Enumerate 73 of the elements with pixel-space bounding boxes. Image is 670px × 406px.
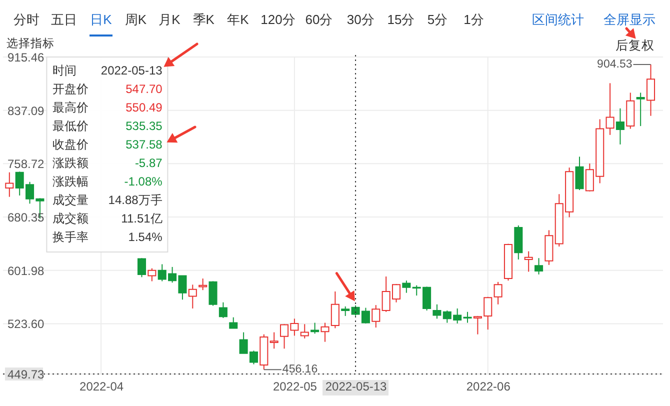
candlestick: [372, 304, 380, 328]
annotation: 60分: [305, 12, 333, 27]
annotation: 选择指标: [6, 37, 54, 50]
annotation: 涨跌幅: [52, 174, 89, 188]
candlestick: [646, 64, 656, 116]
candlestick: [270, 332, 278, 350]
annotation: 11.51亿: [121, 211, 162, 226]
candlestick: [524, 250, 533, 272]
annotation: 区间统计: [532, 12, 584, 27]
annotation: 周K: [124, 12, 147, 27]
candlestick: [402, 280, 411, 294]
annotation: 季K: [192, 12, 215, 27]
candlestick: [330, 290, 340, 329]
y-tick-label: 837.09: [8, 104, 45, 118]
annotation: 月K: [158, 12, 181, 27]
candlestick: [5, 172, 14, 198]
candlestick: [188, 284, 197, 309]
annotation: 全屏显示: [604, 12, 656, 27]
y-tick-label: 449.73: [8, 368, 45, 382]
y-tick-label: 680.35: [8, 210, 45, 225]
annotation: 14.88万手: [108, 192, 162, 207]
x-tick-label: 2022-05-13: [325, 380, 388, 394]
y-tick-label: 758.72: [8, 157, 45, 172]
candlestick: [432, 304, 442, 320]
candlestick: [320, 322, 330, 342]
candlestick: [229, 316, 238, 329]
candlestick: [218, 302, 228, 318]
annotation: 1分: [464, 12, 484, 27]
annotation: -5.87: [134, 156, 163, 170]
annotation: 收盘价: [52, 138, 89, 152]
annotation: 最低价: [52, 119, 89, 134]
candlestick: [148, 268, 156, 282]
annotation: 120分: [260, 12, 296, 27]
annotation: 成交额: [52, 211, 89, 226]
annotation: 456.16: [282, 364, 318, 376]
y-tick-label: 523.60: [8, 317, 45, 332]
candlestick: [636, 92, 645, 127]
candlestick: [494, 281, 502, 305]
annotation: 年K: [227, 12, 250, 27]
annotation: 后复权: [616, 38, 654, 52]
annotation: 535.35: [126, 119, 163, 134]
annotation: 最高价: [52, 100, 89, 115]
annotation: 537.58: [126, 138, 163, 152]
annotation: 550.49: [126, 100, 163, 115]
annotation: 换手率: [52, 230, 89, 244]
candlestick: [300, 324, 309, 339]
candlestick: [137, 258, 146, 278]
annotation: 时间: [52, 64, 77, 78]
annotation: 成交量: [52, 192, 89, 207]
x-tick-label: 2022-04: [80, 380, 124, 394]
annotation: 日K: [90, 12, 112, 27]
annotation: 547.70: [126, 82, 163, 96]
annotation: 2022-05-13: [100, 64, 163, 78]
x-tick-label: 2022-05: [272, 380, 318, 394]
y-tick-label: 601.98: [8, 264, 45, 278]
annotation: 5分: [427, 12, 448, 27]
annotation: 1.54%: [128, 230, 163, 244]
annotation: -1.08%: [124, 174, 163, 188]
annotation: 涨跌额: [52, 156, 89, 170]
candlestick: [534, 258, 544, 275]
x-tick-label: 2022-06: [466, 380, 511, 394]
annotation: 904.53: [597, 58, 632, 70]
candlestick: [208, 280, 218, 306]
annotation: 开盘价: [52, 82, 89, 96]
candlestick: [575, 156, 584, 191]
candlestick: [606, 82, 614, 136]
y-tick-label: 915.46: [8, 50, 45, 64]
annotation: 分时: [14, 12, 40, 27]
annotation: 30分: [346, 12, 374, 27]
candlestick: [616, 108, 624, 145]
annotation: 15分: [387, 12, 415, 27]
candlestick: [341, 306, 350, 316]
annotation: 五日: [51, 12, 77, 27]
